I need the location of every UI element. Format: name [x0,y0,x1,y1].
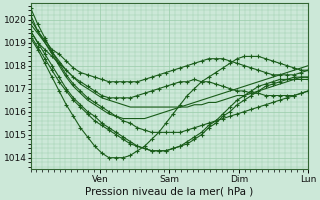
X-axis label: Pression niveau de la mer( hPa ): Pression niveau de la mer( hPa ) [85,187,254,197]
